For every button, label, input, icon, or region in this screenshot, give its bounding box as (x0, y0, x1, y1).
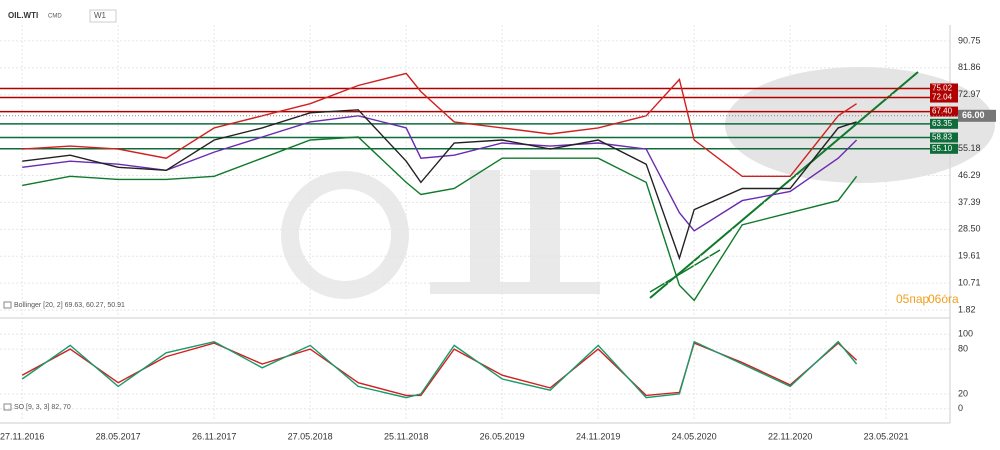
timeframe[interactable]: W1 (94, 11, 107, 20)
x-tick-label: 27.11.2016 (0, 431, 44, 441)
x-tick-label: 24.05.2020 (672, 431, 717, 441)
y-tick-label: 10.71 (958, 278, 981, 288)
y-tick-label: 1.82 (958, 304, 976, 314)
current-price-label: 66.00 (962, 110, 985, 120)
current-price-box (958, 109, 996, 122)
level-label-box (930, 83, 958, 94)
y-tick-label: 37.39 (958, 197, 981, 207)
y-tick-label: 0 (958, 403, 963, 413)
y-tick-label: 90.75 (958, 35, 981, 45)
level-label: 58.83 (932, 133, 953, 142)
level-label-box (930, 143, 958, 154)
y-tick-label: 100 (958, 329, 973, 339)
x-tick-label: 26.05.2019 (480, 431, 525, 441)
indicator-icon (3, 403, 12, 411)
x-tick-label: 22.11.2020 (768, 431, 812, 441)
y-tick-label: 19.61 (958, 251, 981, 261)
x-tick-label: 24.11.2019 (576, 431, 620, 441)
trend-line (649, 249, 721, 293)
level-label: 67.40 (932, 107, 953, 116)
y-tick-label: 72.97 (958, 89, 981, 99)
y-tick-label: 80 (958, 343, 968, 353)
level-label-box (930, 132, 958, 143)
series-line (22, 136, 858, 302)
x-tick-label: 28.05.2017 (96, 431, 141, 441)
y-tick-label: 28.50 (958, 224, 981, 234)
source: CMD (48, 14, 62, 20)
trend-line (649, 71, 919, 299)
level-label: 75.02 (932, 84, 953, 93)
y-tick-label: 46.29 (958, 170, 981, 180)
x-tick-label: 25.11.2018 (384, 431, 428, 441)
x-tick-label: 26.11.2017 (192, 431, 236, 441)
indicator-icon (3, 301, 12, 309)
level-label-box (930, 106, 958, 117)
y-tick-label: 55.18 (958, 143, 981, 153)
indicator-label: Bollinger [20, 2] 69.63, 60.27, 50.91 (14, 302, 125, 309)
y-tick-label: 81.86 (958, 62, 981, 72)
level-label-box (930, 92, 958, 103)
series-line (22, 72, 857, 177)
logo-watermark (281, 170, 600, 299)
level-label: 72.04 (932, 93, 953, 102)
x-tick-label: 23.05.2021 (864, 431, 909, 441)
symbol[interactable]: OIL.WTI (8, 11, 38, 20)
highlight-ellipse (725, 67, 995, 183)
level-label: 55.10 (932, 144, 953, 153)
x-tick-label: 27.05.2018 (288, 431, 333, 441)
indicator-label: SO [9, 3, 3] 82, 70 (14, 404, 71, 411)
level-label-box (930, 118, 958, 129)
timeframe-box[interactable] (89, 9, 117, 23)
y-tick-label: 20 (958, 388, 968, 398)
level-label: 63.35 (932, 119, 953, 128)
series-line (21, 340, 858, 399)
watermark-day: 05пар (896, 292, 930, 306)
series-line (22, 109, 857, 261)
watermark-hour: 06óra (928, 292, 959, 306)
series-line (22, 115, 858, 232)
